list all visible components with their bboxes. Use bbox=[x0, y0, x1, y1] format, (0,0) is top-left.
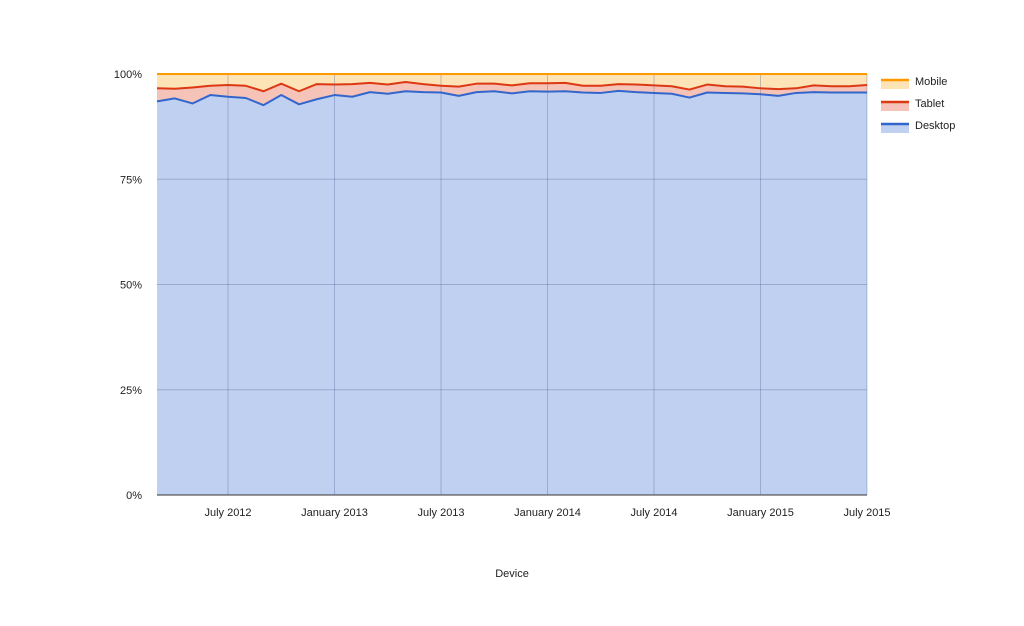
y-tick-label: 50% bbox=[120, 280, 142, 292]
series-areas bbox=[157, 74, 867, 495]
legend-swatch bbox=[881, 102, 909, 111]
legend-swatch bbox=[881, 80, 909, 89]
x-tick-label: January 2015 bbox=[727, 507, 794, 519]
y-axis-ticks: 0% 25% 50% 75% 100% bbox=[114, 69, 142, 502]
x-tick-label: July 2014 bbox=[630, 507, 677, 519]
y-tick-label: 25% bbox=[120, 385, 142, 397]
legend-label: Tablet bbox=[915, 98, 944, 110]
x-axis-ticks: July 2012 January 2013 July 2013 January 20… bbox=[204, 507, 890, 519]
legend-item-mobile: Mobile bbox=[881, 76, 947, 89]
x-tick-label: July 2012 bbox=[204, 507, 251, 519]
y-tick-label: 100% bbox=[114, 69, 142, 81]
line-tablet bbox=[156, 81, 868, 93]
x-tick-label: January 2013 bbox=[301, 507, 368, 519]
area-tablet bbox=[157, 82, 867, 106]
area-mobile bbox=[157, 74, 867, 92]
legend-swatch bbox=[881, 124, 909, 133]
y-tick-label: 75% bbox=[120, 174, 142, 186]
series-lines bbox=[156, 73, 868, 107]
x-axis-title: Device bbox=[495, 568, 529, 580]
x-tick-label: July 2015 bbox=[843, 507, 890, 519]
x-tick-label: July 2013 bbox=[417, 507, 464, 519]
legend-item-desktop: Desktop bbox=[881, 120, 955, 133]
legend-label: Desktop bbox=[915, 120, 955, 132]
legend: Mobile Tablet Desktop bbox=[881, 76, 955, 133]
x-tick-label: January 2014 bbox=[514, 507, 581, 519]
y-tick-label: 0% bbox=[126, 490, 142, 502]
line-desktop bbox=[156, 89, 867, 107]
area-desktop bbox=[157, 90, 867, 495]
legend-item-tablet: Tablet bbox=[881, 98, 944, 111]
legend-label: Mobile bbox=[915, 76, 947, 88]
